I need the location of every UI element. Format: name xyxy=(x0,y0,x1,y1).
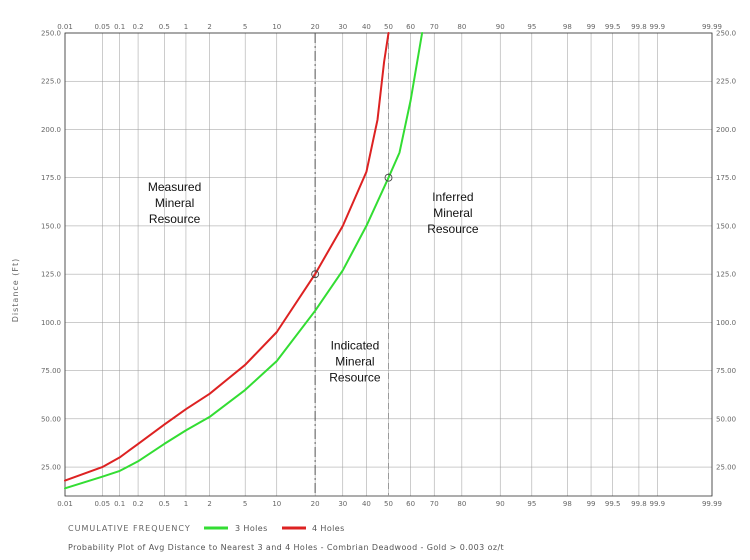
region-label-3-line-2: Mineral xyxy=(335,354,374,368)
x-tick-bottom-40: 40 xyxy=(362,500,371,508)
x-tick-bottom-10: 10 xyxy=(272,500,281,508)
x-tick-bottom-0-01: 0.01 xyxy=(57,500,73,508)
y-tick-right-125-0: 125.0 xyxy=(716,271,736,279)
region-labels: Measured Mineral Resource Inferred Mineral Re… xyxy=(148,180,479,384)
series-line-4-holes xyxy=(64,32,390,482)
x-tick-bottom-98: 98 xyxy=(563,500,572,508)
y-tick-left-175-0: 175.0 xyxy=(41,174,61,182)
y-tick-left-100-0: 100.0 xyxy=(41,319,61,327)
x-tick-bottom-99: 99 xyxy=(587,500,596,508)
x-tick-top-10: 10 xyxy=(272,23,281,31)
region-label-3-line-3: Resource xyxy=(329,370,381,384)
x-tick-top-99-9: 99.9 xyxy=(650,23,666,31)
reference-lines xyxy=(314,33,389,496)
x-tick-top-5: 5 xyxy=(243,23,247,31)
x-tick-bottom-30: 30 xyxy=(338,500,347,508)
y-tick-right-25-00: 25.00 xyxy=(716,464,736,472)
x-tick-bottom-60: 60 xyxy=(406,500,415,508)
y-tick-left-150-0: 150.0 xyxy=(41,222,61,230)
region-label-1-line-3: Resource xyxy=(149,212,201,226)
x-tick-bottom-90: 90 xyxy=(496,500,505,508)
y-tick-left-125-0: 125.0 xyxy=(41,271,61,279)
x-tick-top-80: 80 xyxy=(457,23,466,31)
x-tick-bottom-99-99: 99.99 xyxy=(702,500,722,508)
y-tick-right-100-0: 100.0 xyxy=(716,319,736,327)
x-tick-top-0-05: 0.05 xyxy=(94,23,110,31)
region-label-2-line-2: Mineral xyxy=(433,206,472,220)
legend: CUMULATIVE FREQUENCY 3 Holes 4 Holes xyxy=(68,524,345,533)
legend-label-4-holes: 4 Holes xyxy=(312,524,345,533)
x-tick-top-30: 30 xyxy=(338,23,347,31)
x-tick-bottom-1: 1 xyxy=(184,500,188,508)
marker-point-1 xyxy=(311,270,320,279)
x-tick-top-99-5: 99.5 xyxy=(605,23,621,31)
region-label-2-line-3: Resource xyxy=(427,222,479,236)
x-tick-top-0-1: 0.1 xyxy=(114,23,125,31)
y-axis-title: Distance (Ft) xyxy=(11,258,20,323)
series-group xyxy=(64,32,424,490)
x-tick-top-90: 90 xyxy=(496,23,505,31)
y-tick-right-225-0: 225.0 xyxy=(716,78,736,86)
x-tick-bottom-20: 20 xyxy=(311,500,320,508)
x-tick-top-60: 60 xyxy=(406,23,415,31)
y-tick-left-25-00: 25.00 xyxy=(41,464,61,472)
region-label-1-line-2: Mineral xyxy=(155,196,194,210)
x-tick-top-0-5: 0.5 xyxy=(159,23,170,31)
region-label-3-line-1: Indicated xyxy=(331,338,380,352)
y-tick-right-50-00: 50.00 xyxy=(716,415,736,423)
y-tick-labels-right: 25.00 50.00 75.00 100.0 125.0 150.0 175.0 200.0… xyxy=(716,30,736,472)
marker-point-2 xyxy=(384,173,393,182)
chart-subtitle: Probability Plot of Avg Distance to Near… xyxy=(68,543,504,552)
x-tick-top-99: 99 xyxy=(587,23,596,31)
x-tick-top-0-01: 0.01 xyxy=(57,23,73,31)
y-tick-right-250-0: 250.0 xyxy=(716,30,736,38)
x-axis-title: CUMULATIVE FREQUENCY xyxy=(68,524,191,533)
marker-group xyxy=(311,173,393,279)
y-tick-right-75-00: 75.00 xyxy=(716,367,736,375)
x-tick-bottom-0-5: 0.5 xyxy=(159,500,170,508)
x-tick-bottom-50: 50 xyxy=(384,500,393,508)
x-tick-top-2: 2 xyxy=(207,23,211,31)
x-tick-top-98: 98 xyxy=(563,23,572,31)
y-tick-left-50-00: 50.00 xyxy=(41,415,61,423)
x-tick-bottom-2: 2 xyxy=(207,500,211,508)
y-tick-left-75-00: 75.00 xyxy=(41,367,61,375)
x-tick-bottom-99-9: 99.9 xyxy=(650,500,666,508)
y-tick-right-200-0: 200.0 xyxy=(716,126,736,134)
x-tick-top-40: 40 xyxy=(362,23,371,31)
x-tick-bottom-70: 70 xyxy=(430,500,439,508)
x-tick-top-1: 1 xyxy=(184,23,188,31)
x-tick-bottom-0-05: 0.05 xyxy=(94,500,110,508)
x-tick-labels-bottom: 0.01 0.05 0.1 0.2 0.5 1 2 5 10 20 30 40 50 60 70 80 90 95… xyxy=(57,500,722,508)
x-tick-bottom-80: 80 xyxy=(457,500,466,508)
y-tick-right-150-0: 150.0 xyxy=(716,222,736,230)
y-tick-left-200-0: 200.0 xyxy=(41,126,61,134)
y-tick-left-250-0: 250.0 xyxy=(41,30,61,38)
y-tick-left-225-0: 225.0 xyxy=(41,78,61,86)
x-tick-top-99-8: 99.8 xyxy=(631,23,647,31)
x-tick-top-99-99: 99.99 xyxy=(702,23,722,31)
x-tick-bottom-5: 5 xyxy=(243,500,247,508)
x-tick-bottom-99-5: 99.5 xyxy=(605,500,621,508)
x-tick-labels-top: 0.01 0.05 0.1 0.2 0.5 1 2 5 10 20 30 40 50 60 70 80 90 95… xyxy=(57,23,722,31)
region-label-2-line-1: Inferred xyxy=(432,190,473,204)
x-tick-top-95: 95 xyxy=(527,23,536,31)
x-tick-top-0-2: 0.2 xyxy=(133,23,144,31)
legend-label-3-holes: 3 Holes xyxy=(235,524,268,533)
region-label-1-line-1: Measured xyxy=(148,180,201,194)
x-tick-bottom-99-8: 99.8 xyxy=(631,500,647,508)
y-tick-right-175-0: 175.0 xyxy=(716,174,736,182)
x-tick-bottom-95: 95 xyxy=(527,500,536,508)
x-tick-bottom-0-1: 0.1 xyxy=(114,500,125,508)
series-line-3-holes xyxy=(64,32,424,490)
y-tick-labels-left: 25.00 50.00 75.00 100.0 125.0 150.0 175.0 200.0… xyxy=(41,30,61,472)
x-tick-bottom-0-2: 0.2 xyxy=(133,500,144,508)
x-tick-top-70: 70 xyxy=(430,23,439,31)
x-tick-top-50: 50 xyxy=(384,23,393,31)
x-tick-top-20: 20 xyxy=(311,23,320,31)
